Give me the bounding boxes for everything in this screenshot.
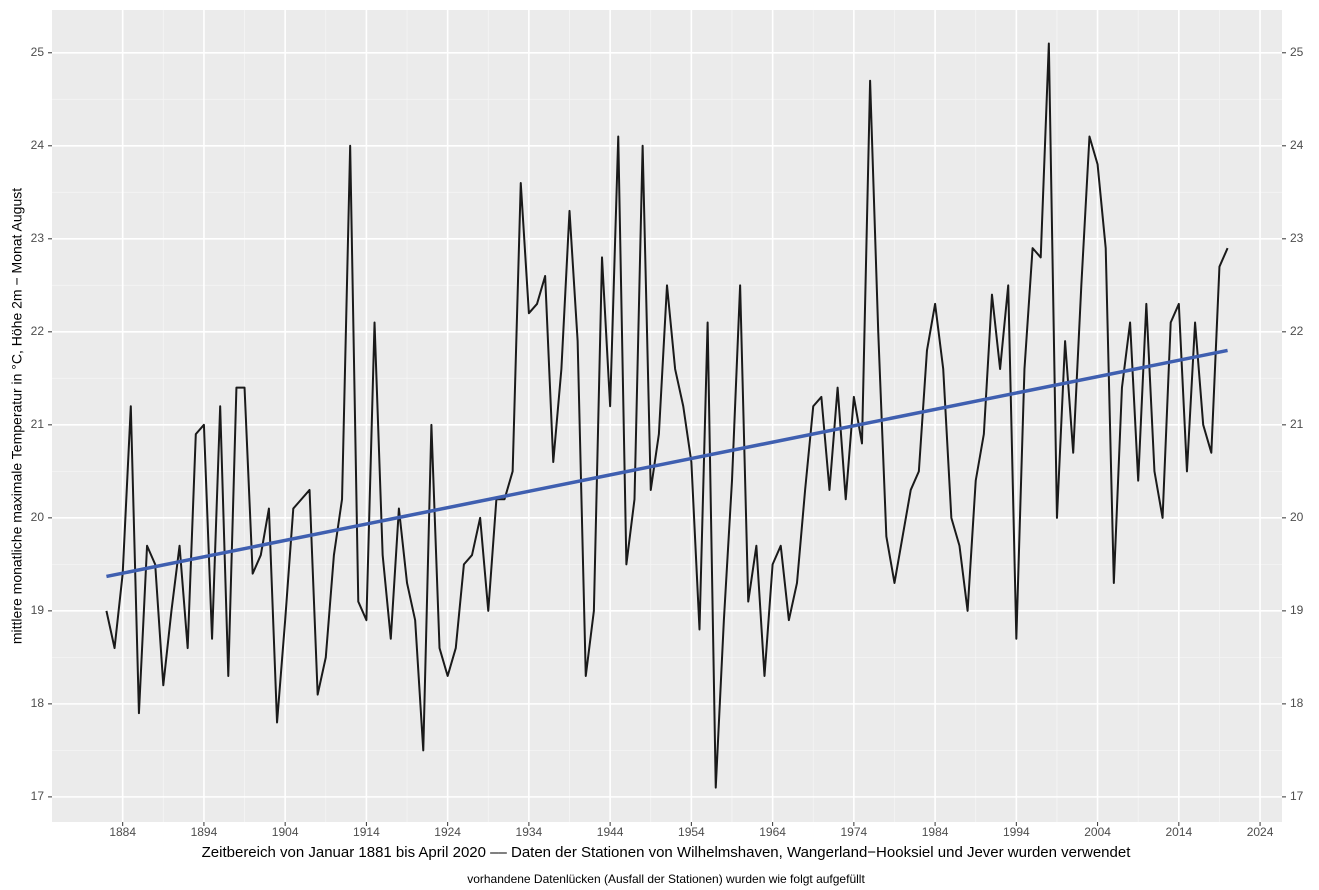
subcaption: vorhandene Datenlücken (Ausfall der Stat… bbox=[467, 872, 865, 886]
y2-tick-label: 18 bbox=[1290, 696, 1304, 710]
caption: Zeitbereich von Januar 1881 bis April 20… bbox=[202, 844, 1132, 861]
y-tick-label: 20 bbox=[31, 510, 45, 524]
y-tick-label: 24 bbox=[31, 138, 45, 152]
x-tick-label: 2014 bbox=[1165, 825, 1192, 839]
y-tick-label: 19 bbox=[31, 603, 45, 617]
x-tick-label: 1984 bbox=[922, 825, 949, 839]
x-tick-label: 1904 bbox=[272, 825, 299, 839]
y-tick-label: 22 bbox=[31, 324, 45, 338]
y-tick-label: 18 bbox=[31, 696, 45, 710]
x-tick-label: 1944 bbox=[597, 825, 624, 839]
y2-tick-label: 24 bbox=[1290, 138, 1304, 152]
x-tick-label: 1894 bbox=[191, 825, 218, 839]
y-axis-label: mittlere monatliche maximale Temperatur … bbox=[9, 188, 25, 644]
y-tick-label: 21 bbox=[31, 417, 45, 431]
x-tick-label: 1954 bbox=[678, 825, 705, 839]
y2-tick-label: 21 bbox=[1290, 417, 1304, 431]
x-tick-label: 1924 bbox=[434, 825, 461, 839]
y2-tick-label: 25 bbox=[1290, 45, 1304, 59]
x-tick-label: 1974 bbox=[841, 825, 868, 839]
y-tick-label: 17 bbox=[31, 789, 45, 803]
y2-tick-label: 22 bbox=[1290, 324, 1304, 338]
x-tick-label: 1994 bbox=[1003, 825, 1030, 839]
y2-tick-label: 23 bbox=[1290, 231, 1304, 245]
x-tick-label: 1964 bbox=[759, 825, 786, 839]
y2-tick-label: 19 bbox=[1290, 603, 1304, 617]
x-tick-label: 2004 bbox=[1084, 825, 1111, 839]
y2-tick-label: 20 bbox=[1290, 510, 1304, 524]
trend-line bbox=[106, 348, 1228, 579]
x-tick-label: 2024 bbox=[1247, 825, 1274, 839]
x-tick-label: 1884 bbox=[109, 825, 136, 839]
x-tick-label: 1914 bbox=[353, 825, 380, 839]
y2-tick-label: 17 bbox=[1290, 789, 1304, 803]
data-line bbox=[105, 42, 1229, 789]
y-tick-label: 23 bbox=[31, 231, 45, 245]
x-tick-label: 1934 bbox=[516, 825, 543, 839]
y-tick-label: 25 bbox=[31, 45, 45, 59]
